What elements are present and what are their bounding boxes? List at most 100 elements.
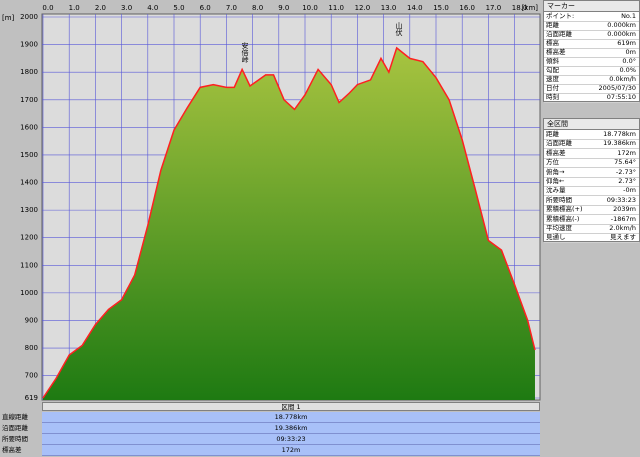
info-label: 沈み量 bbox=[546, 186, 566, 195]
y-tick-label: 2000 bbox=[20, 13, 38, 21]
info-value: 2.73° bbox=[618, 177, 636, 185]
x-axis-unit: [km] bbox=[522, 4, 539, 12]
info-value: 07:55:10 bbox=[606, 93, 636, 101]
x-tick-label: 9.0 bbox=[278, 4, 289, 12]
info-label: 距離 bbox=[546, 21, 559, 29]
info-value: -2.73° bbox=[615, 167, 636, 176]
x-tick-label: 18.0 bbox=[512, 4, 528, 12]
info-row: 時刻 07:55:10 bbox=[544, 93, 639, 103]
x-tick-label: 6.0 bbox=[200, 4, 211, 12]
info-label: 日付 bbox=[546, 84, 559, 92]
info-value: 0.000km bbox=[607, 30, 636, 38]
panel-title: マーカー bbox=[544, 1, 639, 12]
info-row: ポイント: No.1 bbox=[544, 12, 639, 22]
info-value: 2039m bbox=[613, 205, 636, 214]
y-tick-label: 1700 bbox=[20, 96, 38, 104]
info-row: 沿面距離 0.000km bbox=[544, 30, 639, 40]
info-value: 619m bbox=[617, 39, 636, 47]
x-tick-label: 2.0 bbox=[95, 4, 106, 12]
y-tick-label: 1000 bbox=[20, 289, 38, 297]
info-row: 方位 75.64° bbox=[544, 158, 639, 169]
y-tick-label: 800 bbox=[25, 344, 38, 352]
y-tick-label: 1300 bbox=[20, 206, 38, 214]
y-tick-label: 700 bbox=[25, 372, 38, 380]
info-label: 標高 bbox=[546, 39, 559, 47]
section-panel: 区間 1 直線距離 18.778km 沿面距離 19.386km 所要時間 09:33:23… bbox=[0, 402, 540, 457]
info-row: 距離 0.000km bbox=[544, 21, 639, 31]
info-row: 沈み量 -0m bbox=[544, 186, 639, 197]
x-tick-label: 0.0 bbox=[42, 4, 53, 12]
info-label: 所要時間 bbox=[546, 195, 572, 204]
info-label: 方位 bbox=[546, 158, 559, 167]
info-value: 0.0km/h bbox=[609, 75, 636, 83]
info-value: 2005/07/30 bbox=[598, 84, 636, 92]
info-value: 0m bbox=[625, 48, 636, 56]
y-tick-label: 1500 bbox=[20, 151, 38, 159]
info-label: ポイント: bbox=[546, 12, 575, 20]
info-row: 速度 0.0km/h bbox=[544, 75, 639, 85]
section-label: 所要時間 bbox=[2, 435, 28, 443]
info-value: 0.0% bbox=[619, 66, 636, 74]
elevation-line bbox=[42, 46, 536, 399]
y-tick-label: 900 bbox=[25, 316, 38, 324]
x-tick-label: 13.0 bbox=[381, 4, 397, 12]
info-value: 19.386km bbox=[603, 139, 636, 148]
info-value: 0.000km bbox=[607, 21, 636, 29]
info-label: 見通し bbox=[546, 233, 566, 242]
section-label: 標高差 bbox=[2, 446, 22, 454]
chart: [m] [km] 619 700 800 900 1000 1100 1200 1300 140… bbox=[2, 4, 541, 402]
x-tick-label: 17.0 bbox=[486, 4, 502, 12]
section-label: 直線距離 bbox=[2, 413, 28, 421]
info-label: 標高差 bbox=[546, 148, 566, 157]
info-value: 172m bbox=[617, 148, 636, 157]
y-tick-label: 1800 bbox=[20, 68, 38, 76]
panel-title: 全区間 bbox=[544, 119, 639, 130]
info-row: 累積標高(-) -1867m bbox=[544, 215, 639, 225]
section-value: 18.778km bbox=[42, 412, 540, 423]
info-label: 仰角← bbox=[546, 177, 565, 185]
elevation-area bbox=[43, 47, 535, 400]
info-row: 距離 18.778km bbox=[544, 130, 639, 140]
peak-label: 山伏 bbox=[395, 21, 403, 37]
info-label: 標高差 bbox=[546, 48, 566, 56]
x-tick-label: 7.0 bbox=[226, 4, 237, 12]
info-row: 標高差 172m bbox=[544, 149, 639, 159]
info-row: 日付 2005/07/30 bbox=[544, 84, 639, 94]
info-value: No.1 bbox=[621, 12, 636, 20]
y-tick-label: 1100 bbox=[20, 261, 38, 269]
x-tick-label: 10.0 bbox=[302, 4, 318, 12]
section-value: 19.386km bbox=[42, 423, 540, 434]
info-row: 沿面距離 19.386km bbox=[544, 139, 639, 150]
total-panel: 全区間 距離 18.778km 沿面距離 19.386km 標高差 172m 方位 75.64°… bbox=[543, 118, 640, 244]
marker-panel: マーカー ポイント: No.1 距離 0.000km 沿面距離 0.000km 標高 619m 標… bbox=[543, 0, 640, 103]
x-tick-label: 5.0 bbox=[173, 4, 184, 12]
info-value: 見えます bbox=[610, 233, 636, 242]
info-value: -1867m bbox=[610, 214, 636, 223]
x-tick-label: 3.0 bbox=[121, 4, 132, 12]
info-label: 沿面距離 bbox=[546, 139, 572, 148]
info-value: 2.0km/h bbox=[609, 224, 636, 232]
x-tick-label: 12.0 bbox=[355, 4, 371, 12]
x-tick-label: 8.0 bbox=[252, 4, 263, 12]
y-tick-label: 1200 bbox=[20, 234, 38, 242]
y-tick-label: 1400 bbox=[20, 179, 38, 187]
info-row: 平均速度 2.0km/h bbox=[544, 224, 639, 234]
info-label: 平均速度 bbox=[546, 224, 572, 232]
info-label: 俯角→ bbox=[546, 167, 565, 176]
info-label: 累積標高(-) bbox=[546, 214, 580, 223]
info-row: 傾斜 0.0° bbox=[544, 57, 639, 67]
info-label: 傾斜 bbox=[546, 57, 559, 65]
x-tick-label: 4.0 bbox=[147, 4, 158, 12]
info-row: 標高差 0m bbox=[544, 48, 639, 58]
y-tick-label: 1600 bbox=[20, 123, 38, 131]
info-label: 累積標高(+) bbox=[546, 205, 583, 214]
info-label: 沿面距離 bbox=[546, 30, 572, 38]
info-row: 俯角→ -2.73° bbox=[544, 168, 639, 178]
info-value: 09:33:23 bbox=[606, 195, 636, 204]
y-axis-unit: [m] bbox=[2, 14, 15, 22]
info-row: 累積標高(+) 2039m bbox=[544, 205, 639, 216]
section-value: 09:33:23 bbox=[42, 434, 540, 445]
info-row: 見通し 見えます bbox=[544, 233, 639, 244]
section-title: 区間 1 bbox=[42, 402, 540, 411]
